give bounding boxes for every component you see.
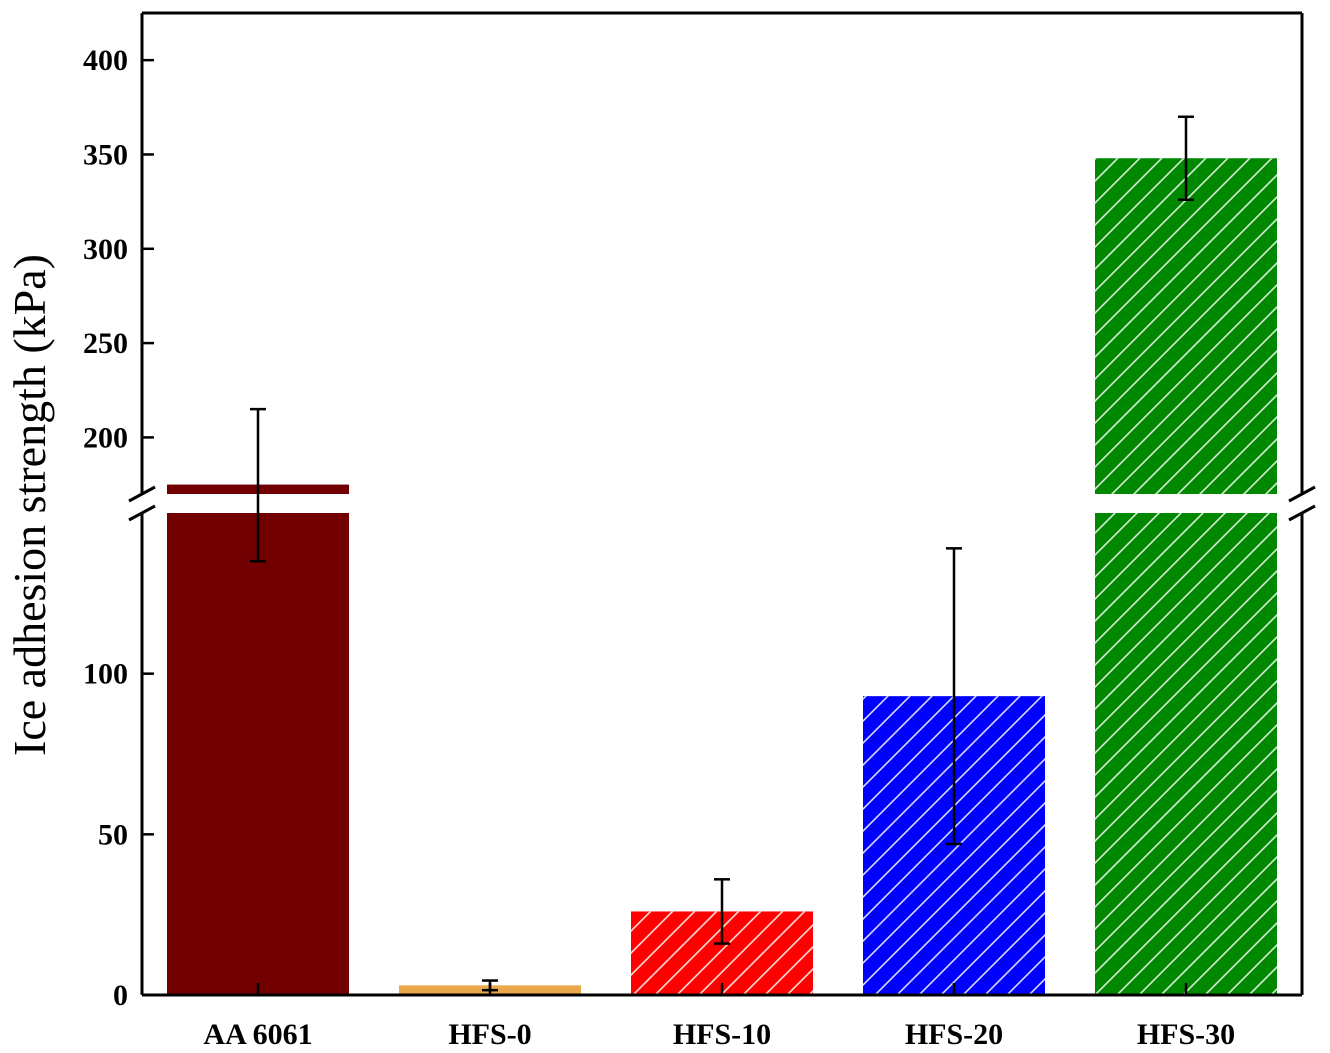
bars-group [167,158,1277,995]
x-tick-label: HFS-30 [1137,1018,1235,1051]
x-tick-label: AA 6061 [203,1018,312,1051]
y-tick-label: 100 [83,658,128,691]
y-tick-label: 350 [83,138,128,171]
y-axis-label: Ice adhesion strength (kPa) [4,254,55,756]
bar-hatch [1095,158,1277,494]
y-tick-label: 250 [83,327,128,360]
x-tick-label: HFS-0 [448,1018,531,1051]
y-tick-label: 200 [83,421,128,454]
bar-hatch [1095,513,1277,995]
x-tick-label: HFS-20 [905,1018,1003,1051]
y-tick-label: 400 [83,44,128,77]
y-tick-label: 300 [83,233,128,266]
axis-break-mark [128,504,156,522]
axis-break-mark [1288,485,1316,503]
bar-aa-6061 [167,513,349,995]
y-tick-label: 50 [98,818,128,851]
y-ticks-group: 0 50 100 200 250 300 350 400 [83,44,154,1012]
axes-group [128,11,1316,997]
x-ticks-group: AA 6061 HFS-0 HFS-10 HFS-20 HFS-30 [203,983,1235,1051]
x-tick-label: HFS-10 [673,1018,771,1051]
y-tick-label: 0 [113,979,128,1012]
error-bars-group [250,115,1194,992]
axis-break-mark [128,485,156,503]
axis-break-mark [1288,504,1316,522]
